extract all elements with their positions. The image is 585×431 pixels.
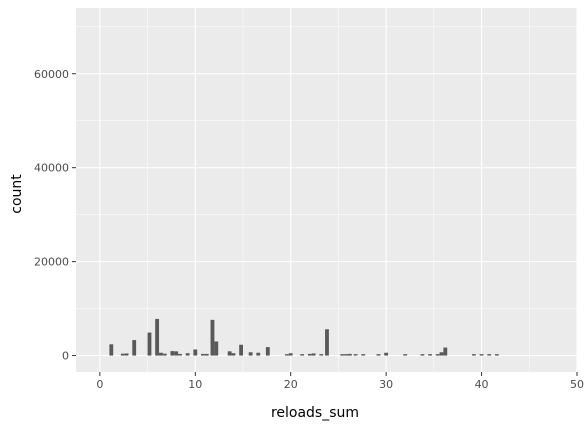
x-tick-label: 50 [570,378,584,391]
histogram-bar [347,353,352,356]
histogram-bar [403,354,408,356]
y-tick-label: 60000 [34,68,69,81]
histogram-bar [204,353,209,356]
histogram-bar [178,353,182,356]
y-tick-label: 20000 [34,256,69,269]
y-axis-ticks: 0 20000 40000 60000 [34,68,76,363]
x-tick-label: 40 [475,378,489,391]
histogram-bar [479,354,484,356]
histogram-bar [120,353,125,356]
histogram-bar [311,353,316,356]
histogram-bar [487,354,492,356]
histogram-bar [428,354,432,356]
histogram-bar [319,354,324,356]
histogram-bar [162,353,167,356]
x-tick-label: 20 [284,378,298,391]
histogram-bar [231,353,236,356]
histogram-bar [288,353,293,356]
major-gridlines [76,8,578,372]
histogram-bar [159,352,163,356]
y-axis-title: count [9,174,25,214]
histogram-bar [265,347,270,356]
histogram-bar [439,352,444,356]
histogram-bar [147,332,152,356]
histogram-bar [193,349,198,356]
histogram-bar [344,354,348,356]
x-tick-label: 0 [96,378,103,391]
histogram-bar [472,354,476,356]
histogram-bar [210,319,215,356]
histogram-bar [124,353,129,356]
histogram-bar [214,341,219,356]
histogram-bar [435,354,440,356]
histogram-bar [420,354,425,356]
histogram-bar [325,329,329,356]
histogram-bar [170,351,175,356]
histogram-bar [307,353,312,356]
histogram-bar [109,344,114,356]
histogram-bar [201,353,205,356]
histogram-bar [239,344,243,356]
histogram-bar [494,354,499,356]
histogram-bar [384,352,389,356]
y-tick-label: 0 [62,350,69,363]
x-axis-ticks: 0 10 20 30 40 50 [96,372,584,391]
y-tick-label: 40000 [34,162,69,175]
histogram-bar [248,352,253,356]
histogram-bar [132,340,137,356]
histogram-bar [443,347,448,356]
plot-panel [76,8,577,372]
histogram-bar [256,352,261,356]
histogram-bar [353,354,358,356]
x-tick-label: 10 [188,378,202,391]
histogram-bar [174,351,179,356]
minor-gridlines [76,8,577,372]
histogram-bars [109,318,499,356]
x-tick-label: 30 [379,378,393,391]
x-axis-title: reloads_sum [271,405,359,421]
histogram-bar [284,354,289,356]
histogram-bar [155,318,160,356]
histogram-bar [340,354,345,356]
histogram-bar [361,354,366,356]
histogram-bar [300,354,305,356]
histogram-bar [185,353,190,356]
histogram-bar [227,351,232,356]
histogram-bar [376,354,381,356]
